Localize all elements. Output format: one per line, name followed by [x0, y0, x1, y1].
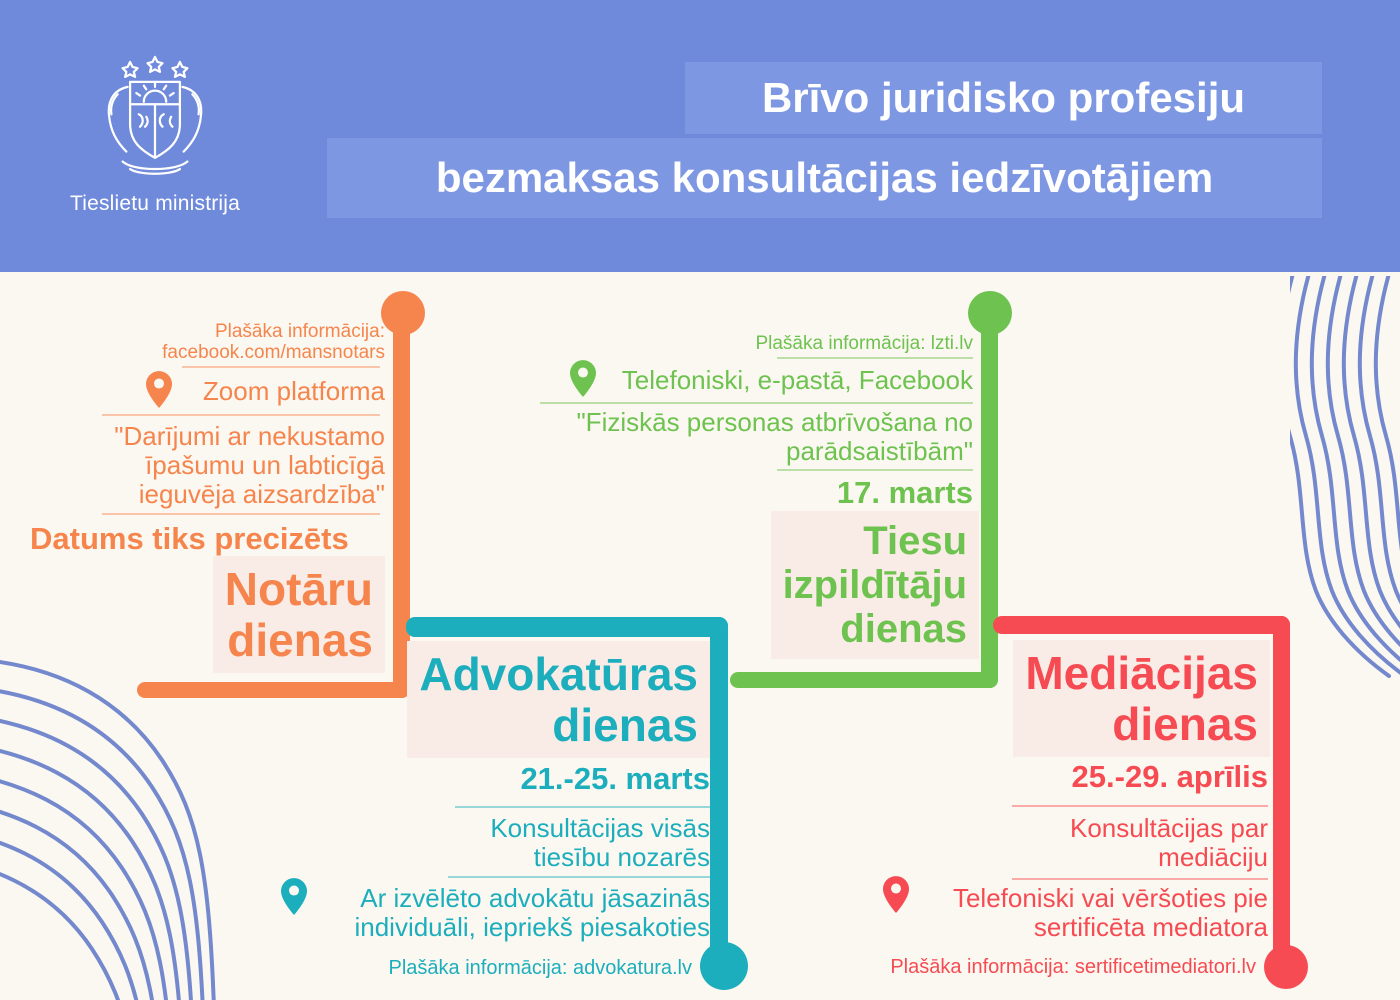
mediacijas-timeline-horizontal-bar — [993, 616, 1290, 634]
notaru-topic-line-1: "Darījumi ar nekustamo — [114, 421, 385, 451]
tiesu-topic: "Fiziskās personas atbrīvošana no parāds… — [520, 407, 973, 467]
advokaturas-location-pin-icon — [281, 878, 307, 920]
advokaturas-name-line-1: Advokatūras — [419, 648, 698, 700]
advokaturas-more-info: Plašāka informācija: advokatura.lv — [388, 957, 692, 979]
mediacijas-channel-line-2: sertificēta mediatora — [1033, 912, 1268, 943]
notaru-date: Datums tiks precizēts — [30, 521, 349, 556]
title-line-2: bezmaksas konsultācijas iedzīvotājiem — [435, 154, 1214, 201]
advokaturas-channel-line-2: individuāli, iepriekš piesakoties — [354, 912, 710, 943]
header-band: Tieslietu ministrija Brīvo juridisko pro… — [0, 0, 1400, 272]
notaru-more-info-value: facebook.com/mansnotars — [162, 341, 385, 363]
notaru-timeline-vertical-bar — [393, 310, 410, 698]
mediacijas-timeline-vertical-bar — [1273, 616, 1290, 967]
tiesu-name: Tiesu izpildītāju dienas — [770, 511, 979, 659]
mediacijas-timeline-dot — [1264, 945, 1308, 989]
mediacijas-topic-line-2: mediāciju — [1158, 842, 1268, 873]
notaru-topic: "Darījumi ar nekustamo īpašumu un labtic… — [40, 421, 385, 510]
tiesu-more-info: Plašāka informācija: lzti.lv — [755, 333, 973, 354]
tiesu-divider-3 — [777, 469, 973, 471]
ministry-logo: Tieslietu ministrija — [60, 52, 250, 216]
mediacijas-name-line-2: dienas — [1112, 697, 1258, 750]
advokaturas-date: 21.-25. marts — [520, 761, 710, 796]
notaru-more-info-label: Plašāka informācija: — [214, 321, 385, 342]
tiesu-name-line-2: izpildītāju — [782, 563, 967, 607]
tiesu-channel: Telefoniski, e-pastā, Facebook — [621, 365, 973, 395]
notaru-divider-2 — [102, 414, 380, 416]
mediacijas-channel: Telefoniski vai vēršoties pie sertificēt… — [880, 883, 1268, 943]
tiesu-location-pin-icon — [570, 360, 596, 402]
mediacijas-divider-1 — [1012, 805, 1268, 807]
notaru-timeline-horizontal-bar — [137, 682, 410, 698]
tiesu-date: 17. marts — [836, 475, 973, 510]
advokaturas-divider-2 — [448, 876, 710, 878]
wave-pattern-right — [1290, 276, 1400, 678]
advokaturas-name-line-2: dienas — [552, 698, 698, 751]
title-line-2-box: bezmaksas konsultācijas iedzīvotājiem — [327, 138, 1322, 218]
mediacijas-channel-line-1: Telefoniski vai vēršoties pie — [952, 883, 1268, 913]
mediacijas-more-info: Plašāka informācija: sertificetimediator… — [890, 956, 1256, 978]
advokaturas-topic-line-1: Konsultācijas visās — [490, 813, 710, 843]
tiesu-topic-line-2: parādsaistībām" — [786, 436, 973, 467]
notaru-name: Notāru dienas — [212, 556, 385, 674]
notaru-location-pin-icon — [146, 371, 172, 413]
notaru-divider-3 — [102, 513, 380, 515]
mediacijas-divider-2 — [1012, 878, 1268, 880]
advokaturas-name: Advokatūras dienas — [407, 641, 710, 759]
ministry-name: Tieslietu ministrija — [69, 192, 241, 215]
tiesu-topic-line-1: "Fiziskās personas atbrīvošana no — [576, 407, 973, 437]
notaru-channel: Zoom platforma — [202, 376, 385, 406]
tiesu-timeline-vertical-bar — [981, 310, 998, 688]
tiesu-name-line-1: Tiesu — [863, 519, 967, 563]
mediacijas-topic-line-1: Konsultācijas par — [1070, 813, 1268, 843]
advokaturas-topic: Konsultācijas visās tiesību nozarēs — [280, 813, 710, 873]
ministry-coat-of-arms-icon — [107, 55, 203, 175]
advokaturas-timeline-dot — [700, 942, 748, 990]
advokaturas-channel: Ar izvēlēto advokātu jāsazinās individuā… — [280, 883, 710, 943]
mediacijas-name: Mediācijas dienas — [1013, 640, 1270, 758]
mediacijas-name-line-1: Mediācijas — [1025, 647, 1258, 699]
notaru-divider-1 — [182, 366, 380, 368]
advokaturas-channel-line-1: Ar izvēlēto advokātu jāsazinās — [360, 883, 710, 913]
tiesu-divider-1 — [777, 357, 973, 359]
advokaturas-topic-line-2: tiesību nozarēs — [533, 842, 710, 873]
title-line-1: Brīvo juridisko profesiju — [761, 74, 1246, 121]
notaru-topic-line-2: īpašumu un labticīgā — [145, 450, 385, 481]
notaru-name-line-1: Notāru — [224, 563, 373, 615]
advokaturas-divider-1 — [455, 806, 710, 808]
mediacijas-topic: Konsultācijas par mediāciju — [880, 813, 1268, 873]
mediacijas-location-pin-icon — [883, 876, 909, 918]
tiesu-timeline-horizontal-bar — [730, 672, 998, 688]
advokaturas-timeline-horizontal-bar — [406, 617, 728, 637]
title-line-1-box: Brīvo juridisko profesiju — [685, 62, 1322, 134]
mediacijas-date: 25.-29. aprīlis — [1071, 759, 1268, 794]
tiesu-divider-2 — [540, 402, 973, 404]
notaru-name-line-2: dienas — [227, 613, 373, 666]
tiesu-name-line-3: dienas — [840, 607, 967, 651]
advokaturas-timeline-vertical-bar — [710, 617, 728, 966]
notaru-more-info: Plašāka informācija: facebook.com/mansno… — [40, 321, 385, 364]
notaru-topic-line-3: ieguvēja aizsardzība" — [138, 479, 385, 510]
